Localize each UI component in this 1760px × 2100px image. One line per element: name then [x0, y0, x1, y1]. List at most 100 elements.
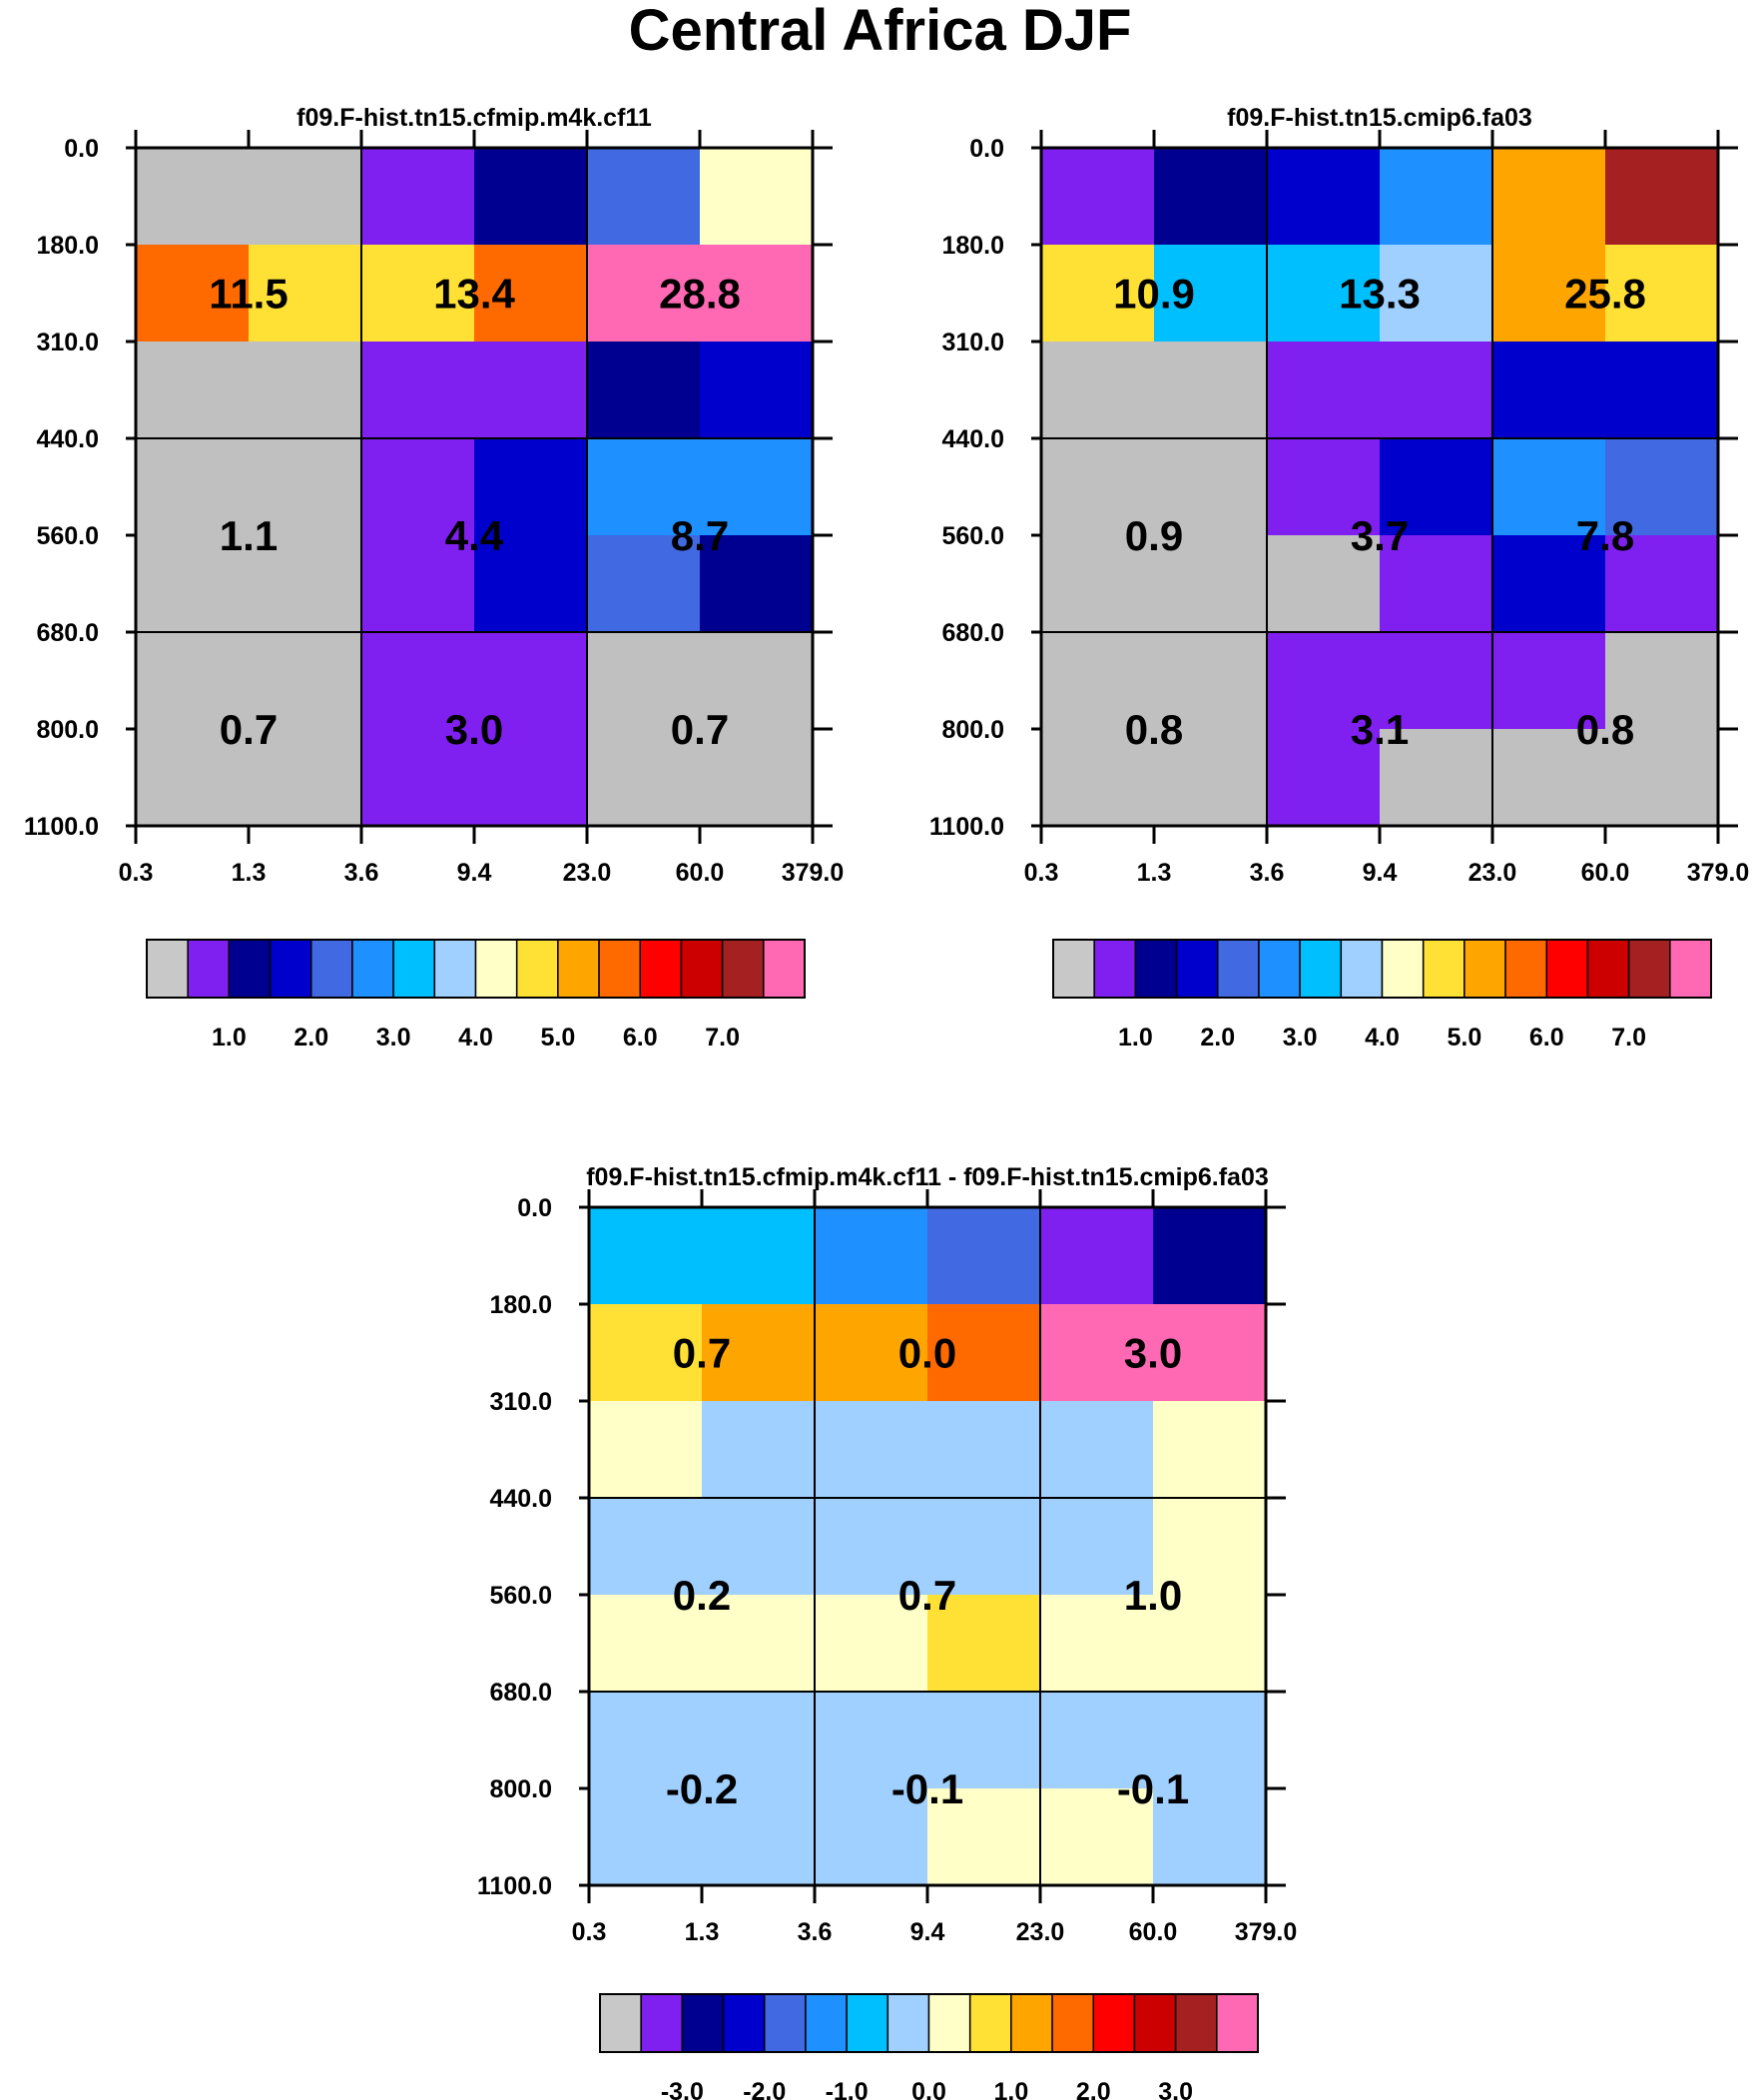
box-value-label: 13.3 [1339, 271, 1421, 318]
y-tick-label: 1100.0 [477, 1872, 552, 1900]
heatmap-cell [587, 245, 701, 343]
y-tick-label: 560.0 [489, 1582, 552, 1610]
heatmap-cell [589, 1788, 703, 1886]
colorbar-swatch [1627, 939, 1671, 999]
x-tick-label: 3.6 [344, 859, 379, 887]
colorbar-swatch [351, 939, 394, 999]
heatmap-cell [1380, 438, 1493, 536]
heatmap-cell [815, 1498, 928, 1596]
colorbar-label: 5.0 [540, 1024, 575, 1051]
colorbar-swatch [1052, 939, 1095, 999]
x-tick-label: 1.3 [232, 859, 267, 887]
colorbar-frame [1052, 939, 1712, 999]
heatmap-cell [1380, 729, 1493, 827]
colorbar-swatch [805, 1993, 848, 2053]
heatmap-cell [702, 1304, 816, 1402]
heatmap-cell [1380, 342, 1493, 439]
heatmap-cell [361, 535, 475, 633]
heatmap-cell [249, 535, 362, 633]
box-value-label: 0.7 [898, 1572, 956, 1619]
heatmap-cell [1605, 438, 1719, 536]
box-value-label: 0.9 [1125, 512, 1183, 559]
colorbar-swatch [639, 939, 683, 999]
colorbar-swatch [927, 1993, 971, 2053]
heatmap-cell [1380, 632, 1493, 730]
colorbar-label: 0.0 [911, 2078, 946, 2100]
heatmap-cell [1153, 1788, 1267, 1886]
x-tick-label: 0.3 [119, 859, 154, 887]
heatmap-cell [1267, 342, 1381, 439]
heatmap-cell [1154, 535, 1268, 633]
page-title: Central Africa DJF [628, 0, 1132, 63]
colorbar-swatch [269, 939, 312, 999]
y-tick-label: 1100.0 [929, 813, 1004, 841]
heatmap-cell [1154, 632, 1268, 730]
box-value-label: 4.4 [445, 512, 504, 559]
heatmap-cell [1267, 245, 1381, 343]
heatmap-cell [1267, 729, 1381, 827]
heatmap-cell [249, 632, 362, 730]
colorbar-label: 5.0 [1447, 1024, 1481, 1051]
y-tick-label: 180.0 [36, 232, 99, 260]
heatmap-cell [1040, 1788, 1154, 1886]
colorbar-swatch [1174, 1993, 1218, 2053]
heatmap-cell [1041, 148, 1155, 246]
y-tick-label: 0.0 [517, 1194, 552, 1222]
colorbar-swatch [1092, 1993, 1136, 2053]
heatmap-cell [927, 1498, 1041, 1596]
heatmap-cell [1040, 1207, 1154, 1305]
heatmap-cell [361, 438, 475, 536]
colorbar-swatch [228, 939, 272, 999]
heatmap-cell [474, 342, 588, 439]
heatmap-cell [815, 1788, 928, 1886]
x-tick-label: 1.3 [685, 1918, 720, 1946]
colorbar-label: 2.0 [1200, 1024, 1235, 1051]
heatmap-cell [927, 1692, 1041, 1789]
colorbar-swatch [1010, 1993, 1053, 2053]
heatmap-cell [589, 1595, 703, 1693]
y-tick-label: 680.0 [941, 619, 1004, 647]
heatmap-cell [700, 342, 814, 439]
heatmap-panel-cf11: f09.F-hist.tn15.cfmip.m4k.cf11 11.5 13.4 28… [24, 104, 844, 1051]
box-value-label: 3.0 [1124, 1330, 1182, 1377]
heatmap-cell [1041, 729, 1155, 827]
box-value-label: -0.2 [666, 1765, 738, 1812]
heatmap-cell [587, 729, 701, 827]
colorbar-label: 3.0 [1283, 1024, 1318, 1051]
box-value-label: -0.1 [891, 1765, 963, 1812]
heatmap-cell [815, 1304, 928, 1402]
box-value-label: 11.5 [209, 271, 288, 318]
colorbar-swatch [680, 939, 724, 999]
heatmap-cell [1267, 148, 1381, 246]
panel-title: f09.F-hist.tn15.cmip6.fa03 [1227, 104, 1532, 132]
x-tick-label: 60.0 [1581, 859, 1630, 887]
box-value-label: 0.2 [673, 1572, 731, 1619]
box-value-label: 0.0 [898, 1330, 956, 1377]
heatmap-cell [1154, 245, 1268, 343]
y-tick-label: 680.0 [489, 1679, 552, 1707]
heatmap-cell [589, 1304, 703, 1402]
box-value-label: 0.8 [1125, 706, 1183, 753]
heatmap-cell [1267, 535, 1381, 633]
x-tick-label: 23.0 [563, 859, 612, 887]
heatmap-cell [587, 438, 701, 536]
colorbar-swatch [1217, 939, 1260, 999]
heatmap-cell [1492, 342, 1606, 439]
heatmap-cell [1605, 245, 1719, 343]
box-value-label: 3.0 [445, 706, 503, 753]
colorbar-swatch [1504, 939, 1547, 999]
heatmap-cell [1154, 438, 1268, 536]
y-tick-label: 440.0 [489, 1485, 552, 1513]
heatmap-cell [700, 632, 814, 730]
x-tick-label: 3.6 [798, 1918, 833, 1946]
heatmap-cell [1153, 1207, 1267, 1305]
heatmap-cell [815, 1595, 928, 1693]
heatmap-cell [1154, 342, 1268, 439]
colorbar-swatch [764, 1993, 807, 2053]
colorbar-label: 6.0 [1529, 1024, 1564, 1051]
heatmap-cell [249, 438, 362, 536]
x-tick-label: 60.0 [1129, 1918, 1178, 1946]
heatmap-cell [1153, 1304, 1267, 1402]
heatmap-cell [1040, 1692, 1154, 1789]
heatmap-cell [1041, 632, 1155, 730]
